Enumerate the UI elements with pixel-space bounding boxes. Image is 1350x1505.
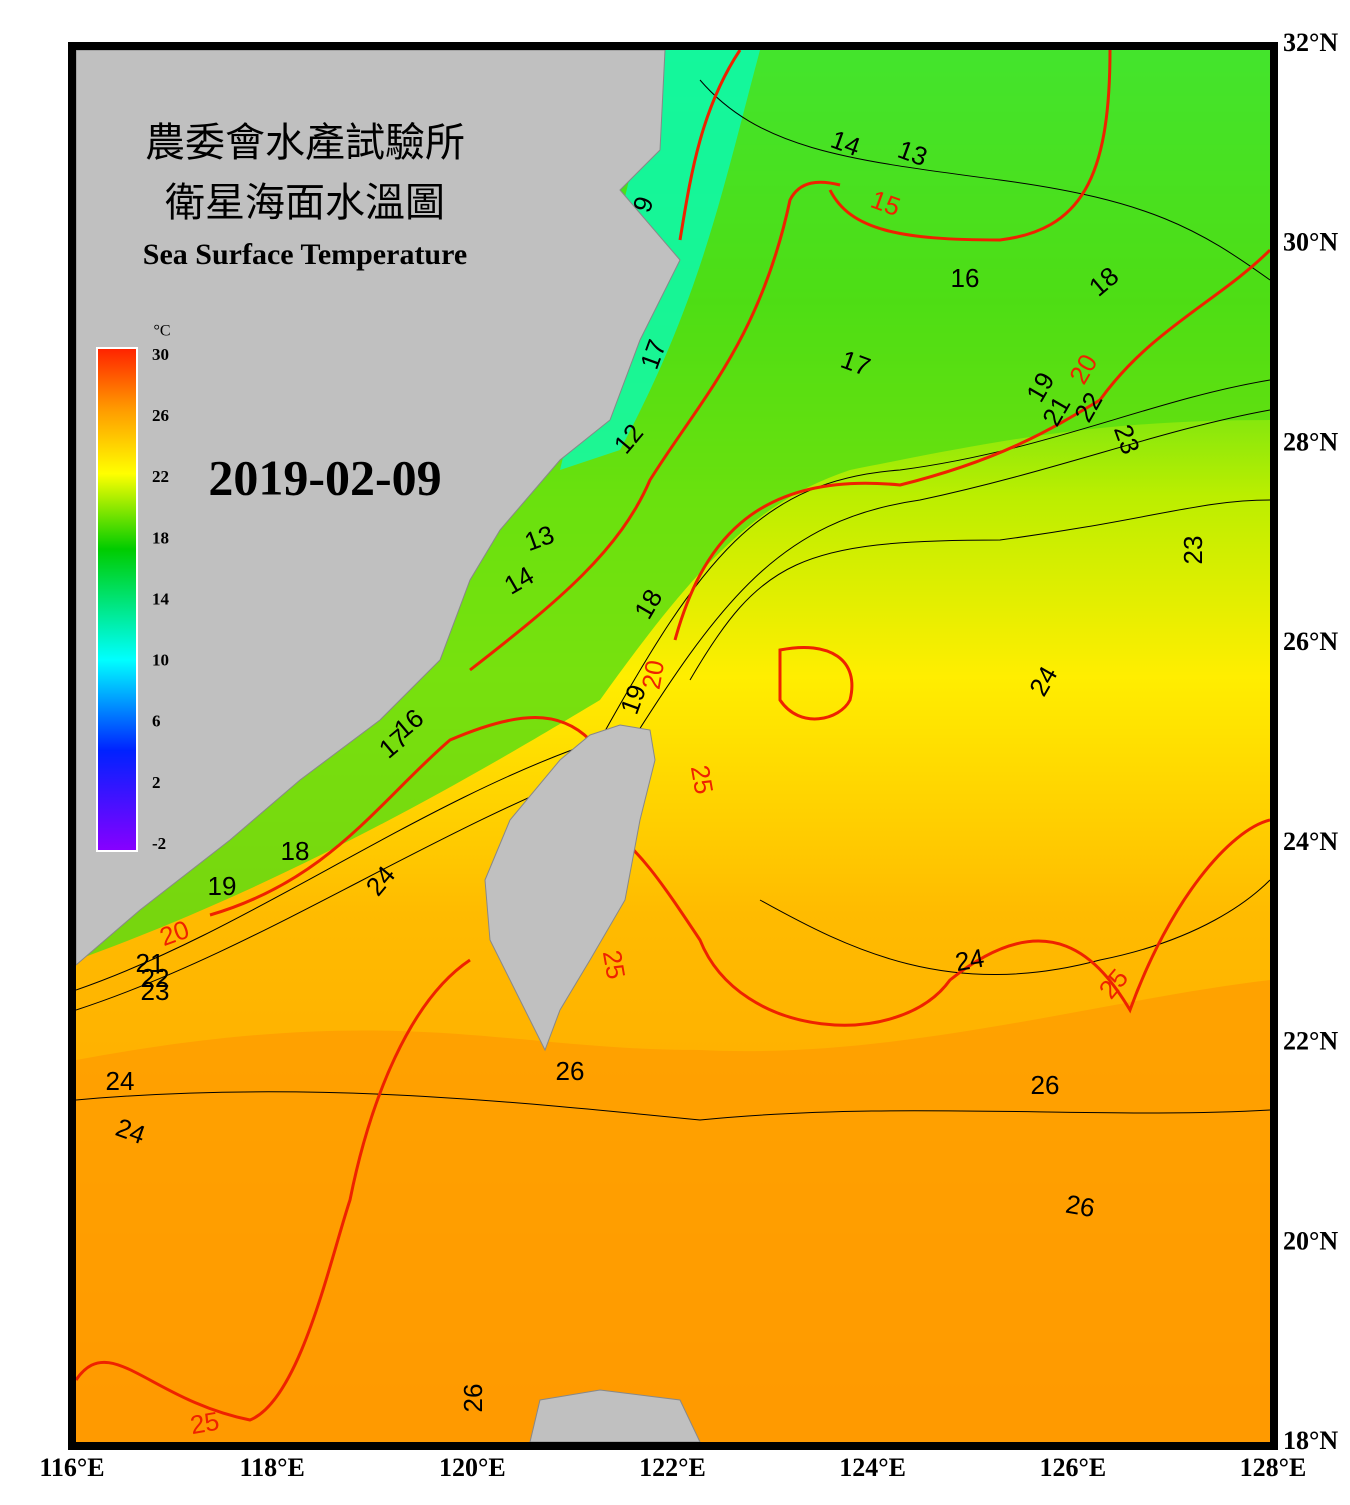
axis-labels: 116°E 118°E 120°E 122°E 124°E 126°E 128°E18°N 2… [39,28,1338,1482]
contour-label: 16 [951,263,980,293]
colorbar [96,347,138,852]
contour-label: 23 [141,976,170,1006]
colorbar-tick-label: 26 [152,406,169,425]
contour-label: 24 [953,943,987,978]
x-tick-label: 118°E [240,1453,305,1482]
contour-label: 25 [597,948,632,982]
colorbar-tick-label: 6 [152,712,161,731]
contour-label: 20 [636,658,671,692]
x-tick-label: 116°E [39,1453,104,1482]
contour-label: 26 [1031,1070,1060,1100]
title-line2: 衛星海面水溫圖 [165,180,445,226]
map-frame [68,42,1278,1450]
contour-label: 18 [281,836,310,866]
colorbar-tick-label: 10 [152,651,169,670]
y-tick-label: 28°N [1283,427,1338,456]
x-tick-label: 126°E [1039,1453,1106,1482]
contour-label: 19 [208,871,237,901]
colorbar-ticks: 30 26 22 18 14 10 6 2 -2 [152,345,170,853]
major-isotherms [76,50,1270,1422]
subtitle: Sea Surface Temperature [143,238,467,271]
contour-label: 26 [556,1056,585,1086]
contour-label: 25 [188,1406,222,1441]
colorbar-tick-label: 14 [152,589,170,608]
y-tick-label: 24°N [1283,827,1338,856]
warm-water [76,980,1270,1442]
colorbar-tick-label: -2 [152,834,166,853]
colorbar-tick-label: 22 [152,467,169,486]
isotherms [76,79,1270,1121]
colorbar-tick-label: 30 [152,345,169,364]
contour-label: 26 [458,1384,488,1413]
contour-label: 25 [685,763,720,797]
x-tick-label: 128°E [1240,1453,1307,1482]
x-tick-label: 122°E [639,1453,706,1482]
colorbar-unit: °C [153,323,170,340]
taiwan [484,724,656,1052]
colorbar-tick-label: 2 [152,773,161,792]
contour-label: 21 [136,948,165,978]
title-line1: 農委會水產試驗所 [145,120,465,166]
x-tick-label: 124°E [839,1453,906,1482]
luzon [529,1389,701,1442]
date: 2019-02-09 [208,449,441,505]
contour-label: 26 [1064,1189,1098,1224]
contour-label: 23 [1178,536,1208,565]
contour-label: 22 [141,963,170,993]
y-tick-label: 32°N [1283,28,1338,57]
y-tick-label: 18°N [1283,1426,1338,1455]
mainland-china [76,50,681,966]
y-tick-label: 20°N [1283,1226,1338,1255]
y-tick-label: 30°N [1283,228,1338,257]
y-tick-label: 22°N [1283,1027,1338,1056]
x-tick-label: 120°E [439,1453,506,1482]
contour-label: 24 [106,1066,135,1096]
colorbar-tick-label: 18 [152,528,169,547]
y-tick-label: 26°N [1283,627,1338,656]
